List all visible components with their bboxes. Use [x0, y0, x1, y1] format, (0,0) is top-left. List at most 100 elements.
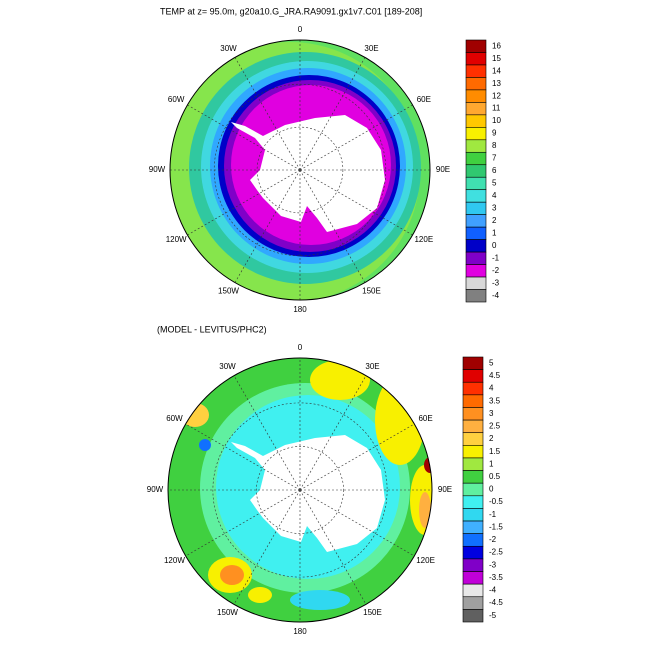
colorbar-box	[465, 52, 487, 66]
colorbar-box	[462, 457, 484, 471]
colorbar-box	[465, 77, 487, 91]
colorbar-label: 5	[492, 179, 497, 188]
colorbar-box	[462, 520, 484, 534]
meridian	[185, 489, 301, 557]
longitude-label: 120W	[166, 235, 187, 244]
meridian	[299, 489, 415, 557]
meridian	[299, 375, 367, 491]
longitude-label: 30W	[219, 362, 236, 371]
meridian	[234, 169, 301, 283]
colorbar-box	[465, 39, 487, 53]
colorbar-label: -3	[489, 560, 497, 569]
colorbar-label: 12	[492, 91, 501, 100]
colorbar-box	[462, 369, 484, 383]
colorbar-label: -4	[489, 586, 497, 595]
colorbar-box	[465, 189, 487, 203]
colorbar-box	[462, 445, 484, 459]
colorbar-box	[462, 394, 484, 408]
colorbar-box	[462, 571, 484, 585]
colorbar-label: 16	[492, 41, 501, 50]
meridian	[234, 57, 301, 171]
colorbar-label: -2	[489, 535, 497, 544]
colorbar-label: 6	[492, 166, 497, 175]
colorbar-label: 0.5	[489, 472, 501, 481]
meridian	[187, 169, 301, 236]
colorbar-box	[465, 226, 487, 240]
colorbar-label: 0	[492, 241, 497, 250]
colorbar-label: 4	[492, 191, 497, 200]
longitude-label: 60W	[166, 414, 183, 423]
colorbar-box	[465, 127, 487, 141]
longitude-label: 180	[293, 305, 307, 314]
longitude-label: 0	[298, 343, 303, 352]
colorbar-label: -3.5	[489, 573, 503, 582]
colorbar-label: -1.5	[489, 522, 503, 531]
longitude-label: 120E	[414, 235, 433, 244]
meridian	[233, 489, 301, 605]
longitude-label: 90W	[147, 485, 164, 494]
colorbar-box	[465, 64, 487, 78]
longitude-label: 120W	[164, 556, 185, 565]
colorbar-label: -0.5	[489, 497, 503, 506]
colorbar-box	[462, 495, 484, 509]
colorbar-label: 3	[492, 204, 497, 213]
colorbar-box	[462, 432, 484, 446]
colorbar-label: 10	[492, 116, 501, 125]
longitude-label: 90E	[436, 165, 450, 174]
colorbar-box	[462, 407, 484, 421]
colorbar-label: 1	[489, 459, 494, 468]
parallel	[213, 83, 387, 257]
map-field	[170, 40, 430, 300]
longitude-label: 150E	[363, 608, 382, 617]
meridian	[299, 169, 413, 236]
colorbar-box	[465, 139, 487, 153]
longitude-label: 90W	[149, 165, 166, 174]
colorbar-box	[465, 164, 487, 178]
colorbar-box	[462, 558, 484, 572]
colorbar-box	[462, 482, 484, 497]
longitude-label: 180	[293, 627, 307, 636]
subtitle: (MODEL - LEVITUS/PHC2)	[157, 324, 267, 334]
colorbar-label: 1	[492, 228, 497, 237]
parallel	[212, 402, 388, 578]
colorbar-label: -4.5	[489, 598, 503, 607]
colorbar-label: -1	[489, 510, 497, 519]
colorbar-label: 8	[492, 141, 497, 150]
colorbar-box	[462, 356, 484, 370]
colorbar-box	[462, 508, 484, 522]
longitude-label: 120E	[416, 556, 435, 565]
colorbar-label: 5	[489, 358, 494, 367]
colorbar-label: 0	[489, 485, 494, 494]
colorbar-box	[462, 609, 484, 623]
colorbar-label: 4.5	[489, 371, 501, 380]
longitude-label: 0	[298, 25, 303, 34]
colorbar-label: -2.5	[489, 548, 503, 557]
colorbar-box	[465, 102, 487, 116]
longitude-label: 150E	[362, 286, 381, 295]
colorbar-box	[462, 545, 484, 560]
colorbar-label: 9	[492, 129, 497, 138]
map-graticule	[170, 40, 430, 300]
colorbar-label: 14	[492, 66, 501, 75]
longitude-label: 60E	[418, 414, 432, 423]
longitude-label: 90E	[438, 485, 452, 494]
colorbar-label: 2	[492, 216, 497, 225]
colorbar-label: 7	[492, 154, 497, 163]
colorbar-box	[465, 176, 487, 191]
longitude-label: 150W	[217, 608, 238, 617]
colorbar-box	[462, 533, 484, 547]
colorbar-box	[465, 289, 487, 303]
longitude-label: 60E	[417, 95, 431, 104]
colorbar-box	[465, 276, 487, 290]
colorbar-label: -2	[492, 266, 500, 275]
longitude-label: 30E	[364, 44, 378, 53]
colorbar-label: 2.5	[489, 422, 501, 431]
colorbar-label: 3	[489, 409, 494, 418]
colorbar-box	[462, 470, 484, 484]
meridian	[299, 169, 366, 283]
parallel	[256, 126, 344, 214]
colorbar-box	[465, 239, 487, 253]
colorbar-label: 15	[492, 54, 501, 63]
colorbar-label: 11	[492, 104, 501, 113]
